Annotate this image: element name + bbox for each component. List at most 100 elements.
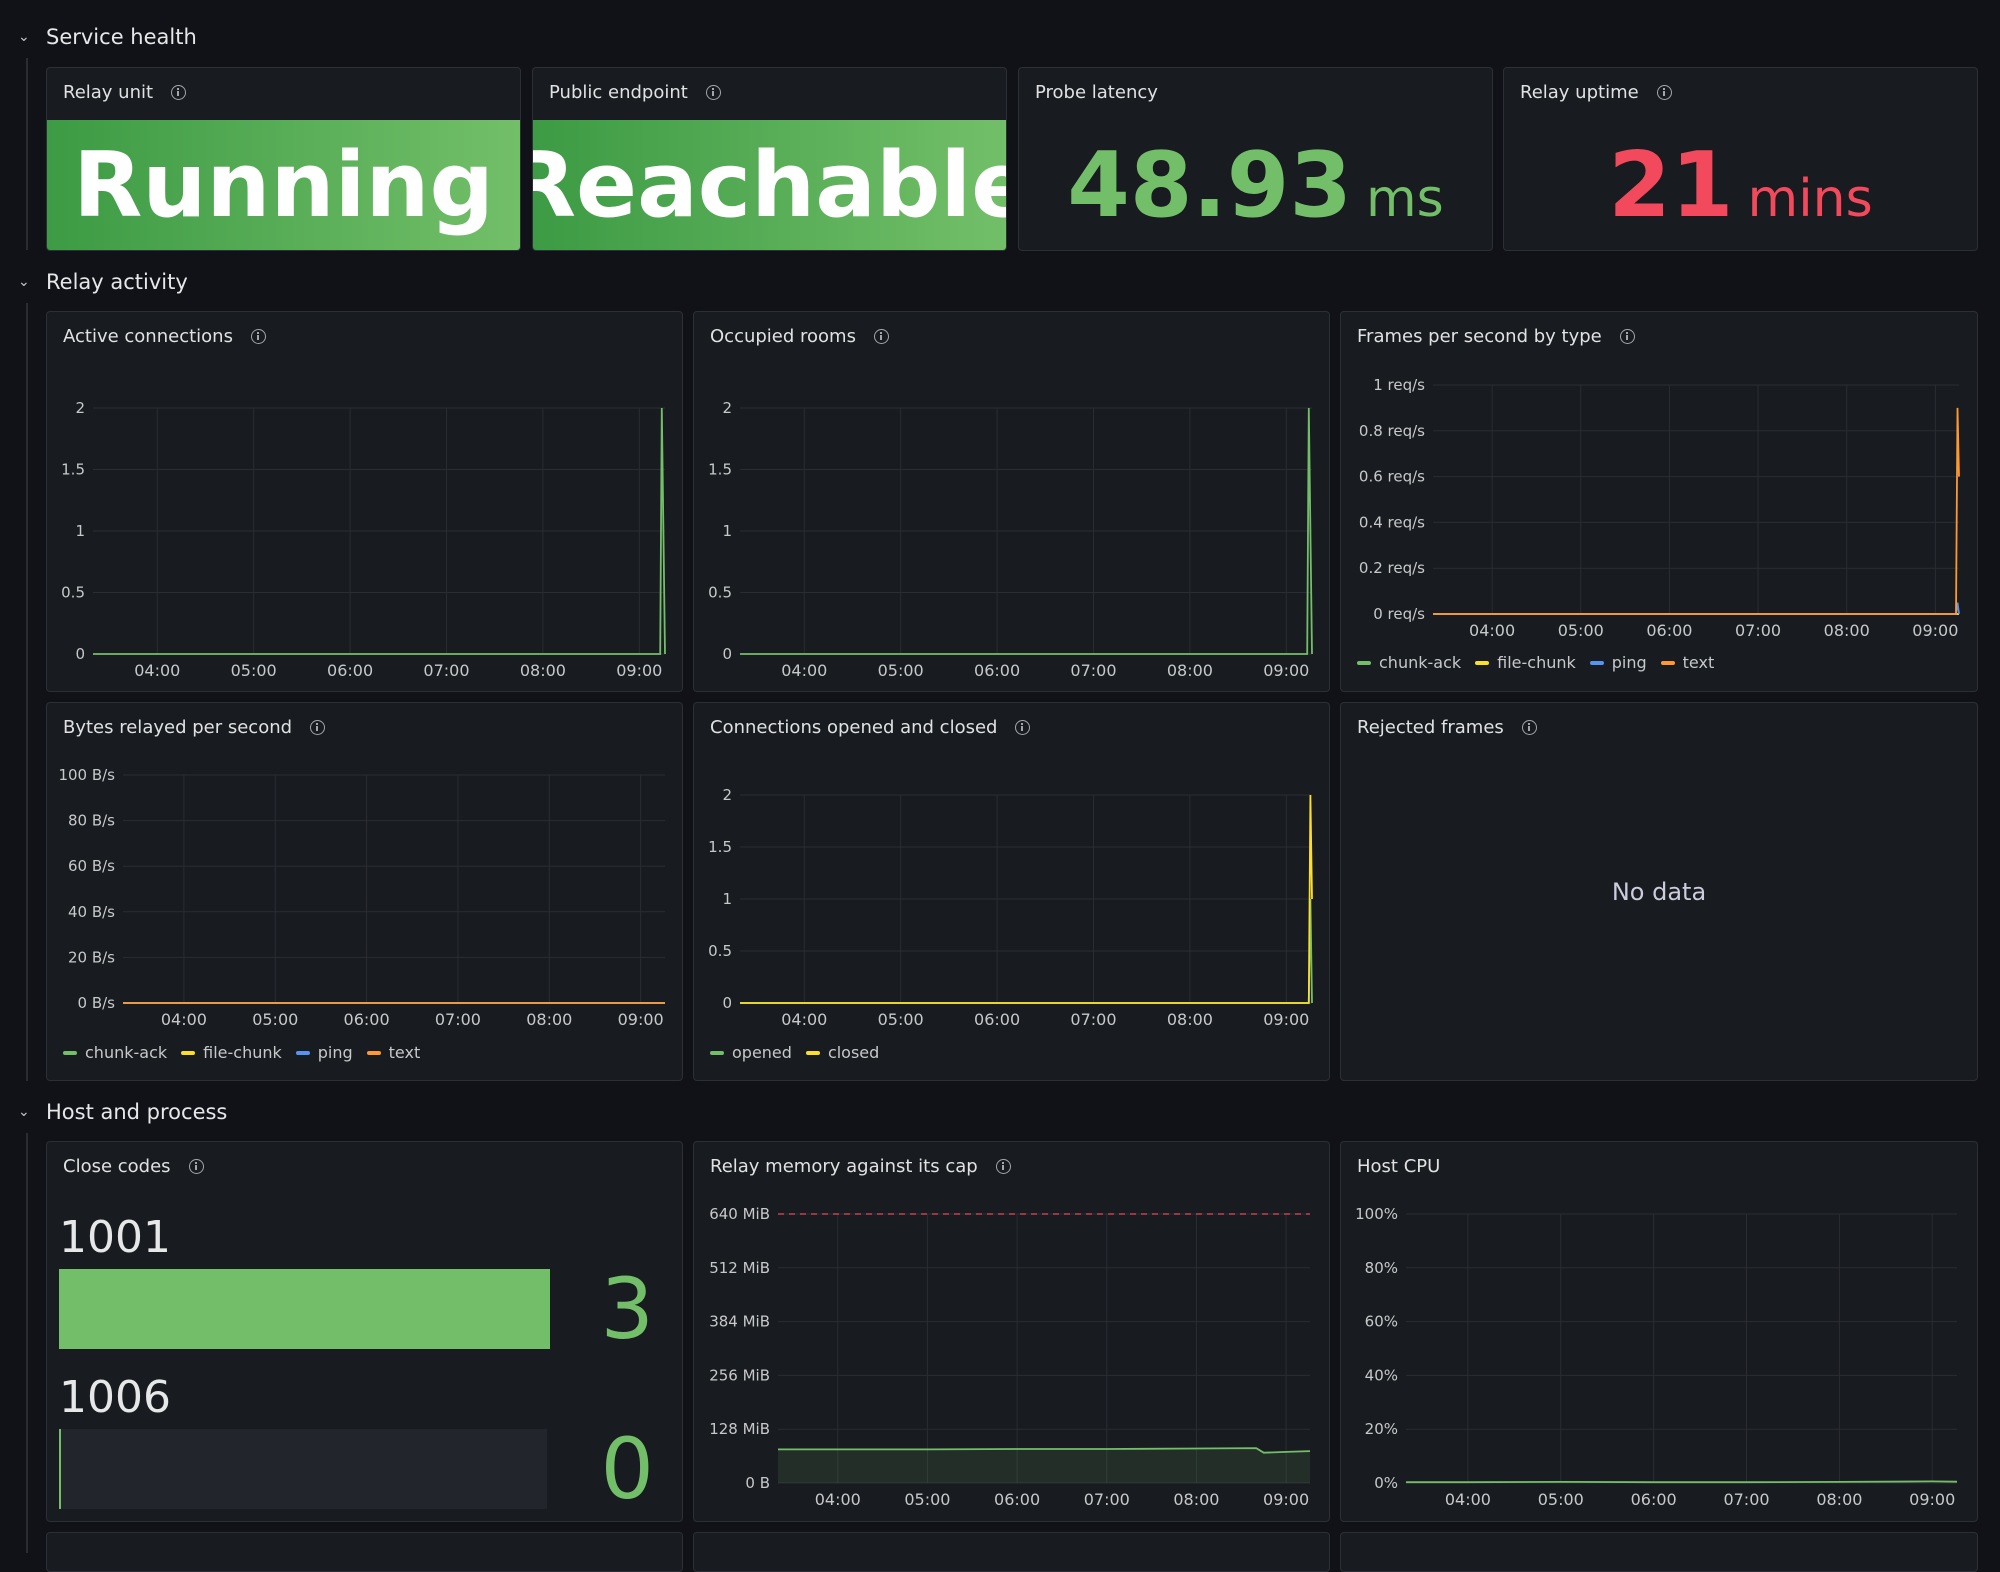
bar-gauge-value: 3	[600, 1260, 654, 1358]
row-title: Host and process	[46, 1100, 228, 1124]
x-tick-label: 04:00	[781, 1010, 827, 1029]
panel-bytes-relayed[interactable]: Bytes relayed per second 0 B/s 20 B/s 40 B…	[46, 702, 683, 1081]
chevron-down-icon[interactable]: ⌄	[18, 29, 30, 45]
info-icon[interactable]	[310, 720, 326, 735]
x-tick-label: 08:00	[1167, 1010, 1213, 1029]
legend-item[interactable]: closed	[805, 1043, 879, 1062]
y-tick-label: 0 req/s	[1373, 605, 1425, 623]
x-tick-label: 09:00	[1909, 1490, 1955, 1509]
row-guide	[26, 303, 28, 1081]
panel-close-codes[interactable]: Close codes 1001 3 1006 0	[46, 1141, 683, 1522]
relay-memory-chart[interactable]: 0 B 128 MiB 256 MiB 384 MiB 512 MiB 640 MiB 04…	[694, 1142, 1330, 1522]
panel-connections-opened-closed[interactable]: Connections opened and closed 0 0.5 1 1.5 2 0…	[693, 702, 1330, 1081]
y-tick-label: 60%	[1365, 1313, 1398, 1331]
x-tick-label: 05:00	[1538, 1490, 1584, 1509]
legend-item[interactable]: text	[366, 1043, 420, 1062]
y-tick-label: 1	[722, 890, 732, 908]
legend-item[interactable]: file-chunk	[181, 1043, 282, 1062]
x-tick-label: 07:00	[1070, 1010, 1116, 1029]
stat-unit: ms	[1365, 169, 1444, 229]
host-cpu-chart[interactable]: 0% 20% 40% 60% 80% 100% 04:00 05:00 06:00 07:00 08…	[1341, 1142, 1978, 1522]
info-icon[interactable]	[1619, 329, 1635, 344]
series-line-1	[740, 794, 1313, 1004]
info-icon[interactable]	[188, 1159, 204, 1174]
x-tick-label: 06:00	[1646, 621, 1692, 640]
y-tick-label: 512 MiB	[709, 1259, 770, 1277]
x-tick-label: 05:00	[1558, 621, 1604, 640]
panel-title: Public endpoint	[549, 82, 688, 103]
x-tick-label: 04:00	[781, 661, 827, 680]
x-tick-label: 05:00	[231, 661, 277, 680]
x-tick-label: 08:00	[1167, 661, 1213, 680]
panel-title: Active connections	[63, 326, 233, 347]
y-tick-label: 2	[722, 399, 732, 417]
legend-item[interactable]: text	[1660, 653, 1714, 672]
connections-opened-closed-chart[interactable]: 0 0.5 1 1.5 2 04:00 05:00 06:00 07:00 08:00 09:00	[694, 703, 1330, 1081]
x-tick-label: 08:00	[1173, 1490, 1219, 1509]
x-tick-label: 04:00	[161, 1010, 207, 1029]
info-icon[interactable]	[705, 85, 721, 100]
y-tick-label: 384 MiB	[709, 1313, 770, 1331]
legend-item[interactable]: ping	[295, 1043, 353, 1062]
legend-item[interactable]: opened	[710, 1043, 792, 1062]
legend-item[interactable]: chunk-ack	[63, 1043, 167, 1062]
panel-next-row[interactable]	[1340, 1532, 1978, 1572]
panel-public-endpoint[interactable]: Public endpoint Reachable	[532, 67, 1007, 251]
panel-relay-unit[interactable]: Relay unit Running	[46, 67, 521, 251]
panel-probe-latency[interactable]: Probe latency 48.93 ms	[1018, 67, 1493, 251]
panel-relay-uptime[interactable]: Relay uptime 21 mins	[1503, 67, 1978, 251]
panel-title: Relay uptime	[1520, 82, 1639, 103]
bar-gauge-track	[59, 1269, 550, 1349]
legend-item[interactable]: chunk-ack	[1357, 653, 1461, 672]
panel-active-connections[interactable]: Active connections 0 0.5 1 1.5 2 04:00 05:00 06…	[46, 311, 683, 692]
row-title: Service health	[46, 25, 197, 49]
x-tick-label: 04:00	[1469, 621, 1515, 640]
legend-item[interactable]: file-chunk	[1475, 653, 1576, 672]
y-tick-label: 80%	[1365, 1259, 1398, 1277]
info-icon[interactable]	[171, 85, 187, 100]
status-fill	[533, 120, 1006, 250]
x-tick-label: 05:00	[904, 1490, 950, 1509]
x-tick-label: 06:00	[344, 1010, 390, 1029]
panel-frames-per-second[interactable]: Frames per second by type 0 req/s 0.2 req…	[1340, 311, 1978, 692]
panel-relay-memory[interactable]: Relay memory against its cap 0 B 128 MiB 2…	[693, 1141, 1330, 1522]
y-tick-label: 0 B	[745, 1474, 770, 1492]
info-icon[interactable]	[1521, 720, 1537, 735]
y-tick-label: 0.5	[708, 584, 732, 602]
x-tick-label: 05:00	[252, 1010, 298, 1029]
legend-item[interactable]: ping	[1589, 653, 1647, 672]
x-tick-label: 08:00	[520, 661, 566, 680]
series-line-0	[778, 1447, 1311, 1454]
panel-rejected-frames[interactable]: Rejected frames No data	[1340, 702, 1978, 1081]
stat-unit: mins	[1747, 169, 1873, 229]
stat-value: 48.93	[1067, 132, 1352, 238]
x-tick-label: 07:00	[435, 1010, 481, 1029]
x-tick-label: 09:00	[1912, 621, 1958, 640]
stat-value: Running	[73, 132, 494, 238]
y-tick-label: 2	[722, 786, 732, 804]
y-tick-label: 0.5	[708, 942, 732, 960]
y-tick-label: 100 B/s	[58, 766, 115, 784]
bar-gauge-label: 1001	[59, 1212, 171, 1263]
panel-occupied-rooms[interactable]: Occupied rooms 0 0.5 1 1.5 2 04:00 05:00 06:00 0…	[693, 311, 1330, 692]
x-tick-label: 05:00	[878, 661, 924, 680]
bytes-relayed-chart[interactable]: 0 B/s 20 B/s 40 B/s 60 B/s 80 B/s 100 B/s 04:0…	[47, 703, 683, 1081]
info-icon[interactable]	[1015, 720, 1031, 735]
panel-host-cpu[interactable]: Host CPU 0% 20% 40% 60% 80% 100% 04:00 05:00 06:…	[1340, 1141, 1978, 1522]
occupied-rooms-chart[interactable]: 0 0.5 1 1.5 2 04:00 05:00 06:00 07:00 08:00 09:00	[694, 312, 1330, 692]
y-tick-label: 40 B/s	[68, 903, 115, 921]
chevron-down-icon[interactable]: ⌄	[18, 1104, 30, 1120]
x-tick-label: 09:00	[1263, 1490, 1309, 1509]
x-tick-label: 09:00	[616, 661, 662, 680]
active-connections-chart[interactable]: 0 0.5 1 1.5 2 04:00 05:00 06:00 07:00 08:00 09:00	[47, 312, 683, 692]
info-icon[interactable]	[995, 1159, 1011, 1174]
chevron-down-icon[interactable]: ⌄	[18, 274, 30, 290]
info-icon[interactable]	[250, 329, 266, 344]
info-icon[interactable]	[873, 329, 889, 344]
frames-per-second-chart[interactable]: 0 req/s 0.2 req/s 0.4 req/s 0.6 req/s 0.8 re…	[1341, 312, 1978, 692]
panel-next-row[interactable]	[693, 1532, 1330, 1572]
panel-next-row[interactable]	[46, 1532, 683, 1572]
info-icon[interactable]	[1656, 85, 1672, 100]
x-tick-label: 07:00	[423, 661, 469, 680]
y-tick-label: 2	[75, 399, 85, 417]
